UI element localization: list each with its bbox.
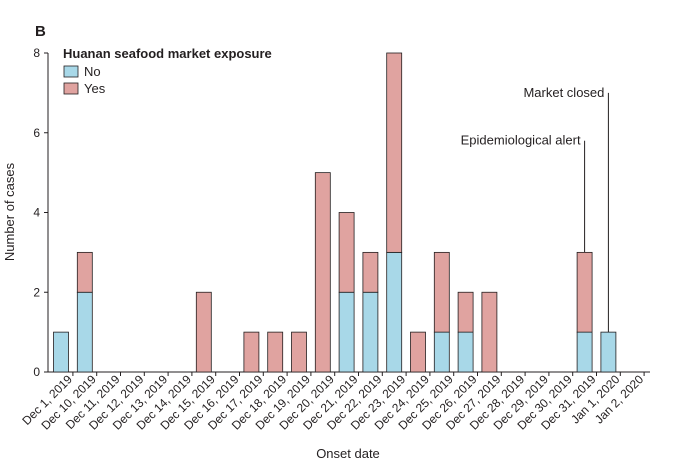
panel-label: B	[35, 23, 46, 40]
bar-segment-yes	[386, 52, 403, 253]
bar-segment-no	[386, 251, 403, 373]
legend-label-no: No	[84, 64, 101, 79]
y-tick-label: 0	[33, 365, 40, 379]
y-tick-label: 2	[33, 285, 40, 299]
bar-segment-yes	[267, 331, 284, 373]
bar-segment-yes	[410, 331, 426, 373]
bar-segment-no	[457, 331, 474, 373]
bar-segment-no	[76, 291, 93, 373]
bar-segment-yes	[481, 291, 498, 373]
legend-swatch-no	[63, 65, 79, 78]
bar-segment-yes	[243, 331, 260, 373]
bar-segment-no	[362, 291, 379, 373]
bar-segment-yes	[291, 331, 307, 373]
bar-segment-no	[53, 331, 69, 373]
bar-segment-yes	[433, 251, 450, 333]
annotation-label: Epidemiological alert	[461, 133, 581, 148]
annotations: Epidemiological alert Market closed	[461, 85, 609, 333]
bar-segment-yes	[457, 291, 474, 333]
legend-label-yes: Yes	[84, 81, 106, 96]
bar-segment-yes	[362, 251, 379, 293]
x-axis-title: Onset date	[316, 446, 380, 461]
annotation-label: Market closed	[523, 85, 604, 100]
bar-segment-no	[433, 331, 450, 373]
bars	[53, 52, 617, 373]
bar-segment-no	[338, 291, 355, 373]
legend: Huanan seafood market exposure No Yes	[63, 46, 272, 96]
y-tick-label: 4	[33, 206, 40, 220]
y-axis-title: Number of cases	[2, 162, 17, 261]
y-tick-label: 6	[33, 126, 40, 140]
y-tick-label: 8	[33, 46, 40, 60]
bar-segment-yes	[576, 251, 593, 333]
legend-swatch-yes	[63, 82, 79, 95]
bar-segment-no	[576, 331, 593, 373]
bar-segment-yes	[338, 212, 355, 293]
bar-segment-no	[600, 331, 617, 373]
bar-segment-yes	[195, 291, 212, 373]
bar-segment-yes	[314, 172, 331, 373]
bar-segment-yes	[76, 251, 93, 293]
legend-title: Huanan seafood market exposure	[63, 46, 272, 61]
